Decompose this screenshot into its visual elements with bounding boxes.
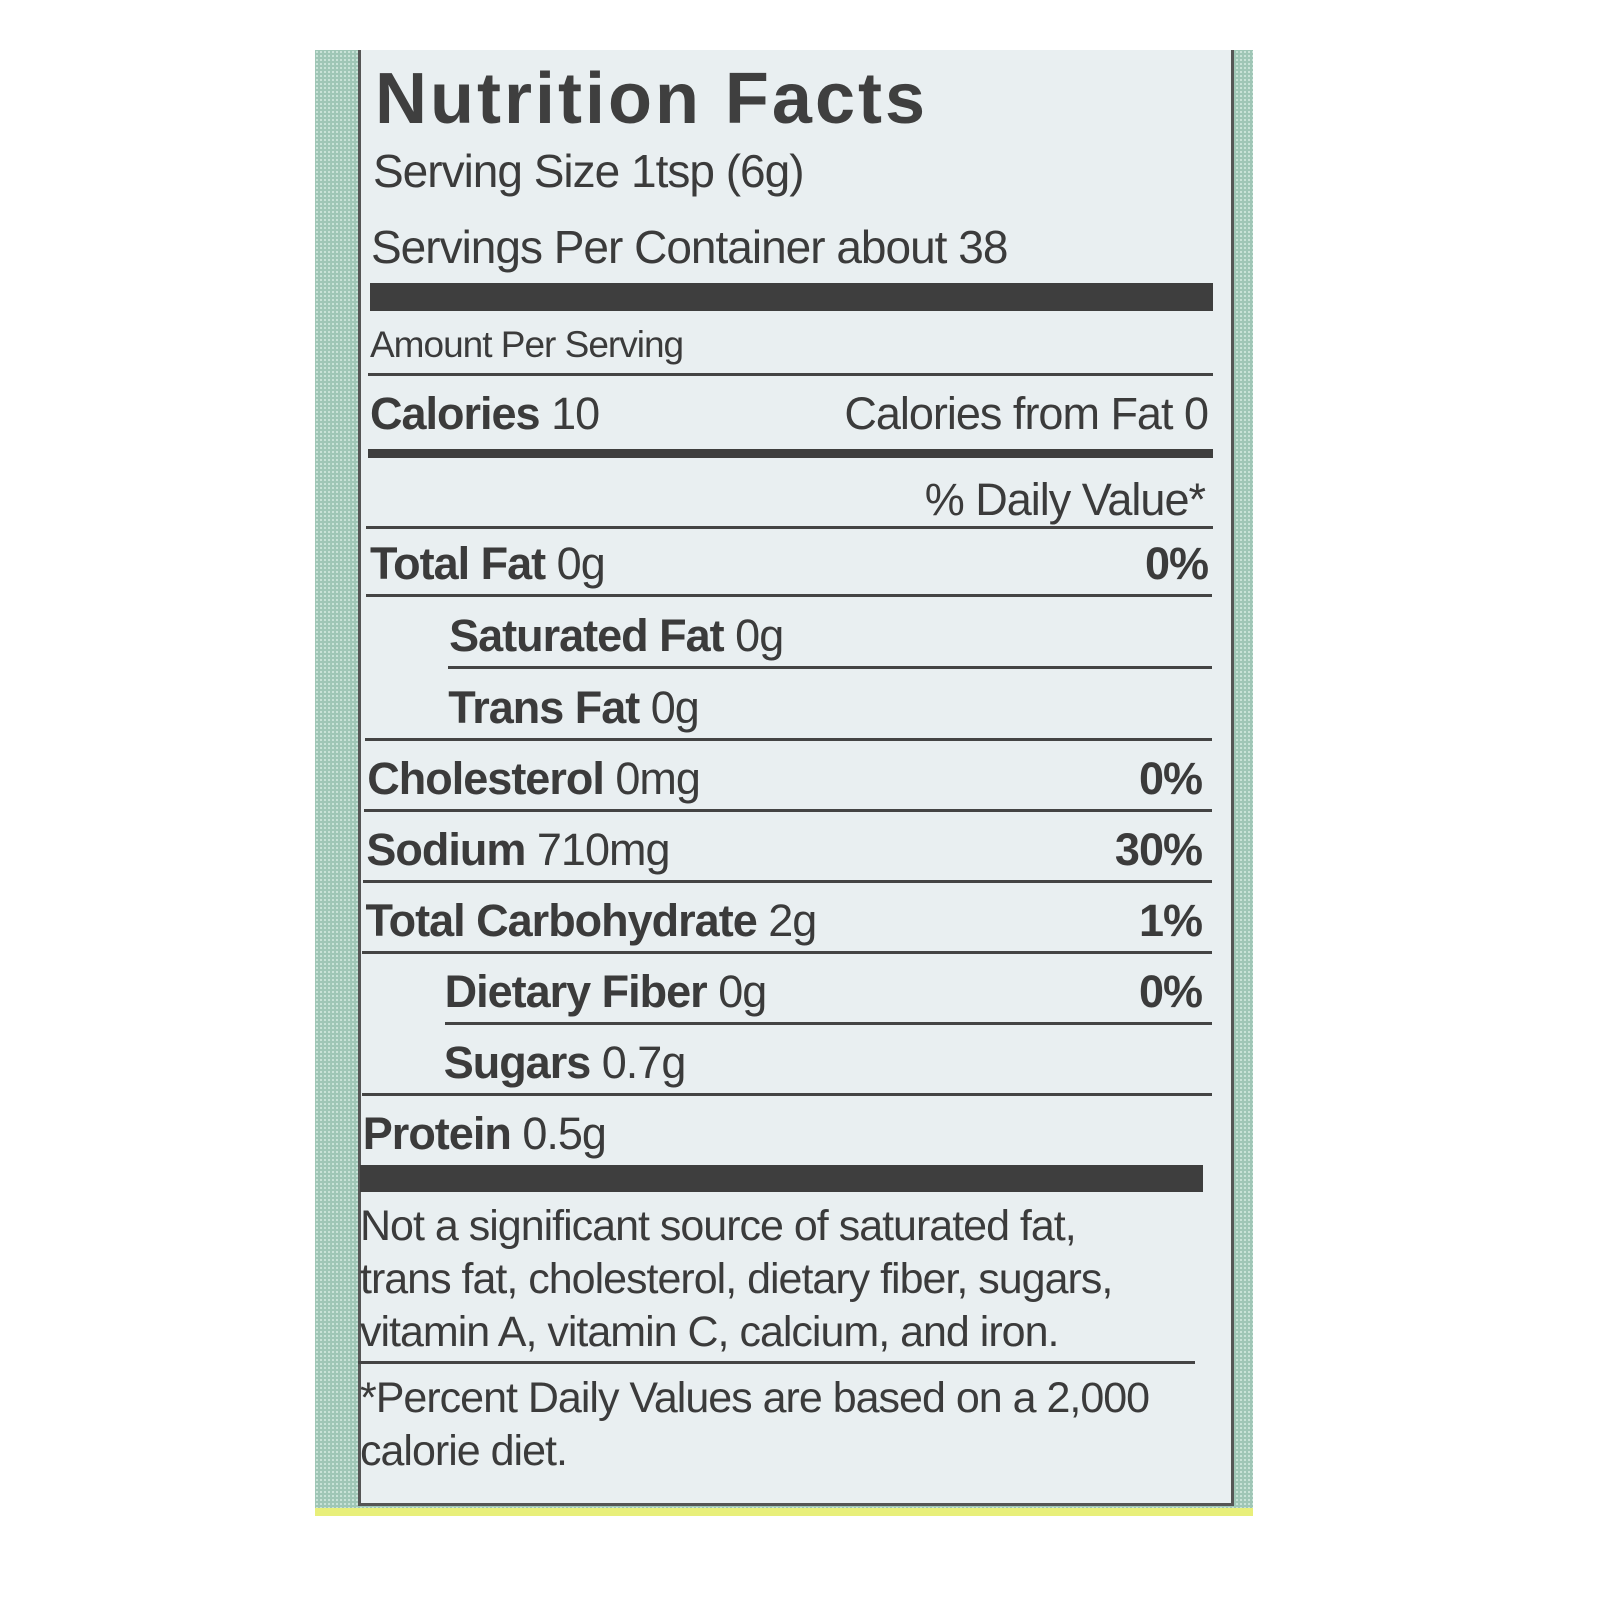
label-title: Nutrition Facts	[375, 59, 929, 139]
nutrient-amount: 0mg	[615, 753, 701, 804]
divider	[366, 526, 1213, 529]
nutrient-name: Trans Fat	[448, 682, 640, 733]
calories-from-fat: Calories from Fat 0	[844, 388, 1209, 439]
nutrient-row: Dietary Fiber 0g 0%	[444, 966, 1203, 1018]
divider	[368, 373, 1213, 376]
calories-value: 10	[551, 388, 600, 439]
divider	[445, 1022, 1212, 1025]
nutrient-name: Protein	[362, 1108, 512, 1159]
nutrient-row: Total Carbohydrate 2g 1%	[365, 895, 1204, 947]
calories-label: Calories	[370, 388, 541, 439]
divider	[364, 809, 1212, 812]
divider	[448, 666, 1212, 669]
nutrient-row: Protein 0.5g	[363, 1108, 1202, 1160]
daily-value-header-row: % Daily Value*	[370, 474, 1206, 526]
servings-per-container: Servings Per Container about 38	[371, 221, 1008, 273]
nutrient-name: Cholesterol	[367, 753, 605, 804]
amount-per-serving: Amount Per Serving	[370, 324, 684, 365]
nutrient-name: Sodium	[366, 824, 526, 875]
nutrient-amount: 0.7g	[601, 1037, 687, 1088]
note-line: *Percent Daily Values are based on a 2,0…	[360, 1374, 1150, 1422]
nutrient-daily-value: 30%	[1114, 824, 1203, 875]
footnote: Not a significant source of saturated fa…	[360, 1200, 1113, 1359]
note-line: calorie diet.	[360, 1427, 568, 1475]
nutrient-amount: 2g	[768, 895, 817, 946]
nutrient-amount: 710mg	[536, 824, 671, 875]
daily-value-note: *Percent Daily Values are based on a 2,0…	[360, 1372, 1150, 1478]
nutrient-amount: 0g	[735, 610, 784, 661]
footnote-line: Not a significant source of saturated fa…	[360, 1202, 1077, 1250]
serving-size: Serving Size 1tsp (6g)	[373, 145, 805, 197]
thick-divider	[360, 1165, 1203, 1192]
nutrient-row: Saturated Fat 0g	[449, 610, 1208, 662]
divider	[363, 880, 1212, 883]
nutrient-amount: 0g	[718, 966, 767, 1017]
divider	[365, 738, 1212, 741]
nutrient-amount: 0g	[556, 538, 606, 589]
nutrient-name: Total Carbohydrate	[365, 895, 758, 946]
nutrient-row: Total Fat 0g 0%	[370, 538, 1209, 590]
divider	[358, 1361, 1195, 1364]
nutrient-name: Saturated Fat	[449, 610, 725, 661]
nutrient-daily-value: 0%	[1144, 538, 1209, 589]
nutrient-name: Total Fat	[370, 538, 546, 589]
nutrient-row: Cholesterol 0mg 0%	[367, 753, 1203, 805]
nutrient-name: Dietary Fiber	[444, 966, 708, 1017]
nutrient-amount: 0.5g	[522, 1108, 607, 1159]
nutrient-name: Sugars	[443, 1037, 592, 1088]
nutrient-row: Sodium 710mg 30%	[366, 824, 1203, 876]
footnote-line: vitamin A, vitamin C, calcium, and iron.	[360, 1308, 1059, 1356]
medium-divider	[368, 449, 1213, 458]
thick-divider	[370, 283, 1213, 311]
nutrient-daily-value: 0%	[1138, 753, 1203, 804]
nutrient-amount: 0g	[650, 682, 700, 733]
nutrient-row: Sugars 0.7g	[444, 1037, 1202, 1089]
nutrient-row: Trans Fat 0g	[448, 682, 1208, 734]
divider	[366, 594, 1212, 597]
calories-row: Calories 10 Calories from Fat 0	[370, 388, 1209, 440]
divider	[362, 951, 1212, 954]
daily-value-header: % Daily Value*	[924, 474, 1206, 525]
nutrient-daily-value: 0%	[1138, 966, 1203, 1017]
footnote-line: trans fat, cholesterol, dietary fiber, s…	[360, 1255, 1113, 1303]
divider	[362, 1093, 1212, 1096]
package-yellow-edge	[315, 1508, 1253, 1516]
nutrient-daily-value: 1%	[1138, 895, 1203, 946]
